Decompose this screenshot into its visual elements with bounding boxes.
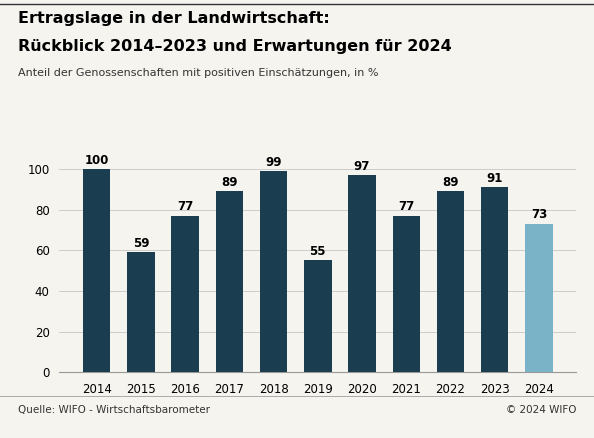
Text: 100: 100: [84, 153, 109, 166]
Bar: [171, 215, 199, 372]
Text: © 2024 WIFO: © 2024 WIFO: [505, 405, 576, 415]
Bar: [304, 261, 331, 372]
Text: Rückblick 2014–2023 und Erwartungen für 2024: Rückblick 2014–2023 und Erwartungen für …: [18, 39, 451, 54]
Bar: [260, 171, 287, 372]
Text: 99: 99: [266, 155, 282, 169]
Text: 77: 77: [177, 200, 193, 213]
Text: 59: 59: [132, 237, 149, 250]
Text: 77: 77: [398, 200, 415, 213]
Bar: [348, 175, 376, 372]
Text: Ertragslage in der Landwirtschaft:: Ertragslage in der Landwirtschaft:: [18, 11, 330, 26]
Text: Quelle: WIFO - Wirtschaftsbarometer: Quelle: WIFO - Wirtschaftsbarometer: [18, 405, 210, 415]
Bar: [437, 191, 465, 372]
Text: 55: 55: [309, 245, 326, 258]
Text: 89: 89: [221, 176, 238, 189]
Text: Anteil der Genossenschaften mit positiven Einschätzungen, in %: Anteil der Genossenschaften mit positive…: [18, 68, 378, 78]
Text: 73: 73: [531, 208, 547, 222]
Text: 89: 89: [443, 176, 459, 189]
Bar: [83, 169, 110, 372]
Bar: [216, 191, 243, 372]
Bar: [481, 187, 508, 372]
Text: 91: 91: [486, 172, 503, 185]
Text: 97: 97: [354, 159, 370, 173]
Bar: [127, 252, 154, 372]
Bar: [525, 224, 552, 372]
Bar: [393, 215, 420, 372]
